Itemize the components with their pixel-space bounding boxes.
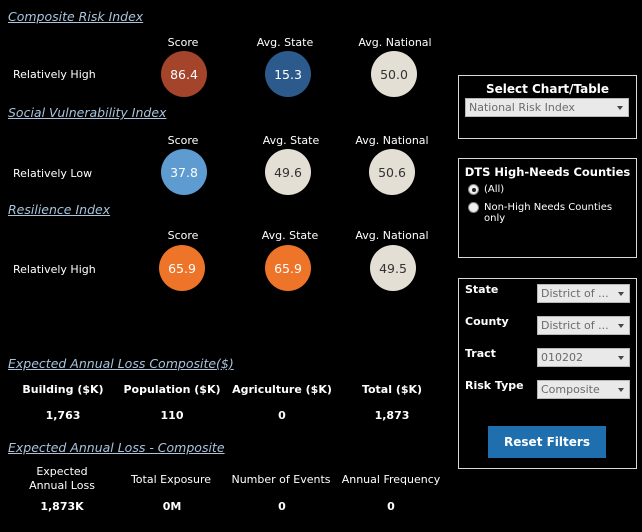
social-state-header: Avg. State	[262, 134, 320, 147]
eal-detail-exposure-value: 0M	[162, 500, 182, 513]
eal-detail-frequency-value: 0	[387, 500, 395, 513]
tract-filter-label: Tract	[465, 347, 496, 360]
chart-select-panel: Select Chart/Table National Risk Index	[458, 75, 637, 139]
eal-population-header: Population ($K)	[123, 383, 221, 396]
dts-title: DTS High-Needs Counties	[464, 165, 631, 179]
eal-detail-events-header: Number of Events	[231, 473, 331, 486]
eal-agriculture-value: 0	[278, 409, 286, 422]
county-filter-dropdown[interactable]: District of ...	[537, 316, 630, 335]
resilience-rating: Relatively High	[13, 263, 96, 276]
chart-select-value: National Risk Index	[469, 101, 575, 114]
composite-score-header: Score	[167, 36, 199, 49]
composite-risk-title: Composite Risk Index	[8, 9, 144, 24]
resilience-score-header: Score	[167, 229, 199, 242]
social-rating: Relatively Low	[13, 167, 93, 180]
dts-radio-all[interactable]	[468, 184, 479, 195]
dts-option-all-label: (All)	[484, 184, 505, 195]
filters-panel	[458, 278, 637, 469]
resilience-title: Resilience Index	[8, 202, 111, 217]
chevron-down-icon	[618, 356, 624, 360]
tract-filter-dropdown[interactable]: 010202	[537, 348, 630, 367]
eal-composite-title: Expected Annual Loss Composite($)	[8, 356, 234, 371]
risk-type-filter-label: Risk Type	[465, 379, 524, 392]
eal-building-header: Building ($K)	[22, 383, 104, 396]
chart-select-dropdown[interactable]: National Risk Index	[465, 98, 629, 117]
county-filter-value: District of ...	[541, 319, 609, 332]
eal-population-value: 110	[160, 409, 184, 422]
composite-state-header: Avg. State	[256, 36, 314, 49]
eal-detail-events-value: 0	[278, 500, 286, 513]
risk-type-filter-dropdown[interactable]: Composite	[537, 380, 630, 399]
composite-rating: Relatively High	[13, 68, 96, 81]
resilience-state-circle: 65.9	[265, 245, 311, 291]
eal-detail-exposure-header: Total Exposure	[130, 473, 212, 486]
social-score-header: Score	[167, 134, 199, 147]
tract-filter-value: 010202	[541, 351, 583, 364]
social-state-circle: 49.6	[265, 149, 311, 195]
composite-national-circle: 50.0	[371, 51, 417, 97]
chevron-down-icon	[618, 388, 624, 392]
dts-panel: DTS High-Needs Counties (All) Non-High N…	[458, 158, 637, 258]
chart-select-title: Select Chart/Table	[485, 82, 610, 96]
state-filter-value: District of ...	[541, 287, 609, 300]
chevron-down-icon	[618, 324, 624, 328]
eal-agriculture-header: Agriculture ($K)	[232, 383, 332, 396]
eal-detail-loss-value: 1,873K	[40, 500, 84, 513]
eal-total-value: 1,873	[374, 409, 410, 422]
county-filter-label: County	[465, 315, 509, 328]
eal-detail-frequency-header: Annual Frequency	[341, 473, 441, 486]
chevron-down-icon	[618, 292, 624, 296]
dts-option-non-high-needs-label: Non-High Needs Counties only	[484, 202, 613, 224]
dts-radio-non-high-needs[interactable]	[468, 202, 479, 213]
social-national-circle: 50.6	[369, 149, 415, 195]
composite-state-circle: 15.3	[265, 51, 311, 97]
resilience-national-header: Avg. National	[355, 229, 429, 242]
state-filter-label: State	[465, 283, 499, 296]
eal-detail-loss-header: Expected Annual Loss	[29, 465, 95, 492]
eal-total-header: Total ($K)	[361, 383, 423, 396]
chevron-down-icon	[617, 106, 623, 110]
social-national-header: Avg. National	[355, 134, 429, 147]
composite-score-circle: 86.4	[161, 51, 207, 97]
composite-national-header: Avg. National	[358, 36, 432, 49]
risk-type-filter-value: Composite	[541, 383, 600, 396]
resilience-state-header: Avg. State	[261, 229, 319, 242]
state-filter-dropdown[interactable]: District of ...	[537, 284, 630, 303]
reset-filters-button[interactable]: Reset Filters	[488, 426, 606, 458]
resilience-score-circle: 65.9	[159, 245, 205, 291]
eal-detail-title: Expected Annual Loss - Composite	[8, 440, 225, 455]
resilience-national-circle: 49.5	[370, 245, 416, 291]
eal-building-value: 1,763	[45, 409, 81, 422]
social-score-circle: 37.8	[161, 149, 207, 195]
social-vulnerability-title: Social Vulnerability Index	[8, 105, 167, 120]
